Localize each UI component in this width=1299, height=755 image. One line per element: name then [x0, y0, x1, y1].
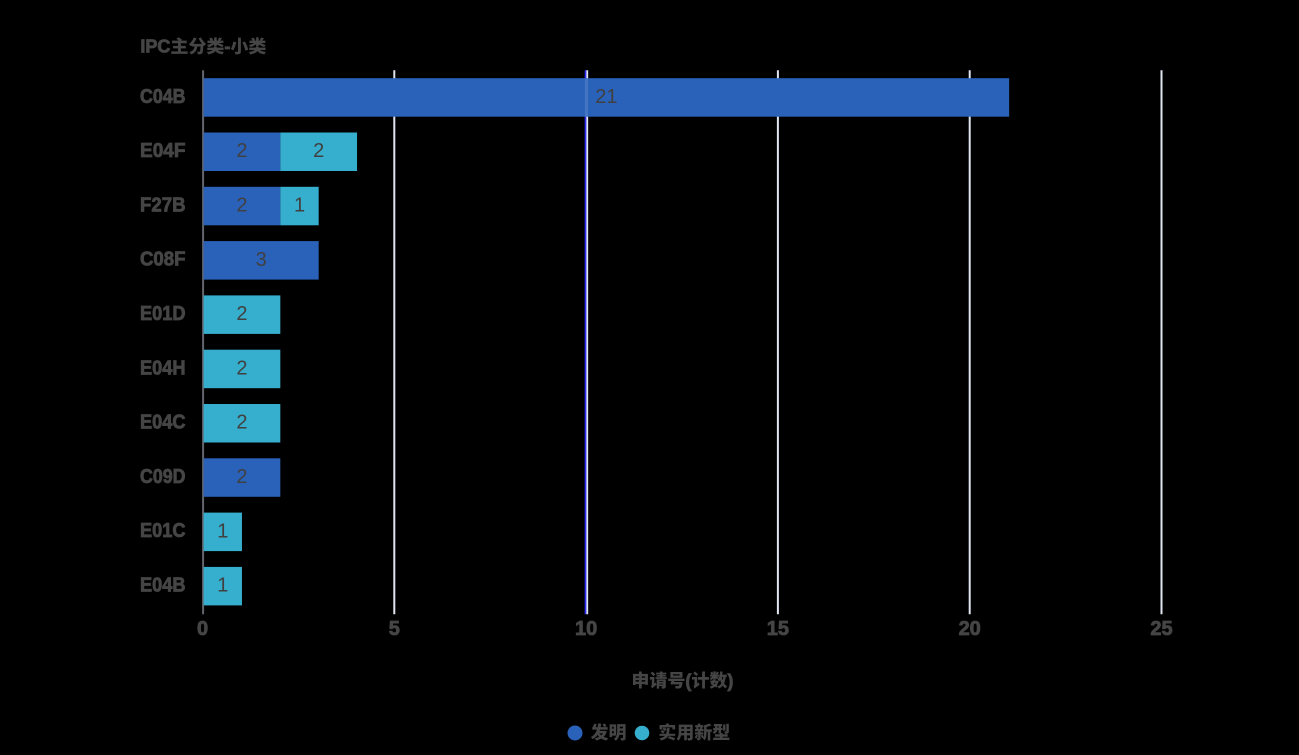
svg-text:F27B: F27B	[140, 194, 186, 216]
svg-text:15: 15	[767, 618, 789, 640]
svg-text:E04B: E04B	[140, 575, 186, 597]
svg-text:2: 2	[236, 194, 247, 216]
svg-text:21: 21	[595, 86, 617, 108]
svg-text:C09D: C09D	[140, 466, 186, 488]
svg-text:25: 25	[1150, 618, 1172, 640]
svg-text:E01C: E01C	[140, 520, 186, 542]
svg-text:2: 2	[313, 140, 324, 162]
svg-text:IPC: IPC	[140, 37, 170, 57]
svg-text:C08F: C08F	[140, 249, 186, 271]
svg-text:-: -	[224, 37, 230, 57]
svg-text:2: 2	[236, 412, 247, 434]
svg-text:0: 0	[197, 618, 208, 640]
svg-text:E04H: E04H	[140, 357, 186, 379]
svg-text:2: 2	[236, 303, 247, 325]
svg-text:2: 2	[236, 466, 247, 488]
svg-text:C04B: C04B	[140, 86, 186, 108]
svg-text:2: 2	[236, 140, 247, 162]
svg-text:E04F: E04F	[140, 140, 186, 162]
svg-text:10: 10	[575, 618, 597, 640]
svg-text:5: 5	[389, 618, 400, 640]
svg-text:(: (	[685, 671, 691, 691]
svg-text:E04C: E04C	[140, 412, 186, 434]
svg-text:): )	[727, 671, 733, 691]
svg-text:1: 1	[217, 520, 228, 542]
svg-text:1: 1	[217, 575, 228, 597]
svg-text:3: 3	[256, 249, 267, 271]
svg-text:E01D: E01D	[140, 303, 186, 325]
svg-text:20: 20	[959, 618, 981, 640]
svg-text:1: 1	[294, 194, 305, 216]
svg-text:2: 2	[236, 357, 247, 379]
